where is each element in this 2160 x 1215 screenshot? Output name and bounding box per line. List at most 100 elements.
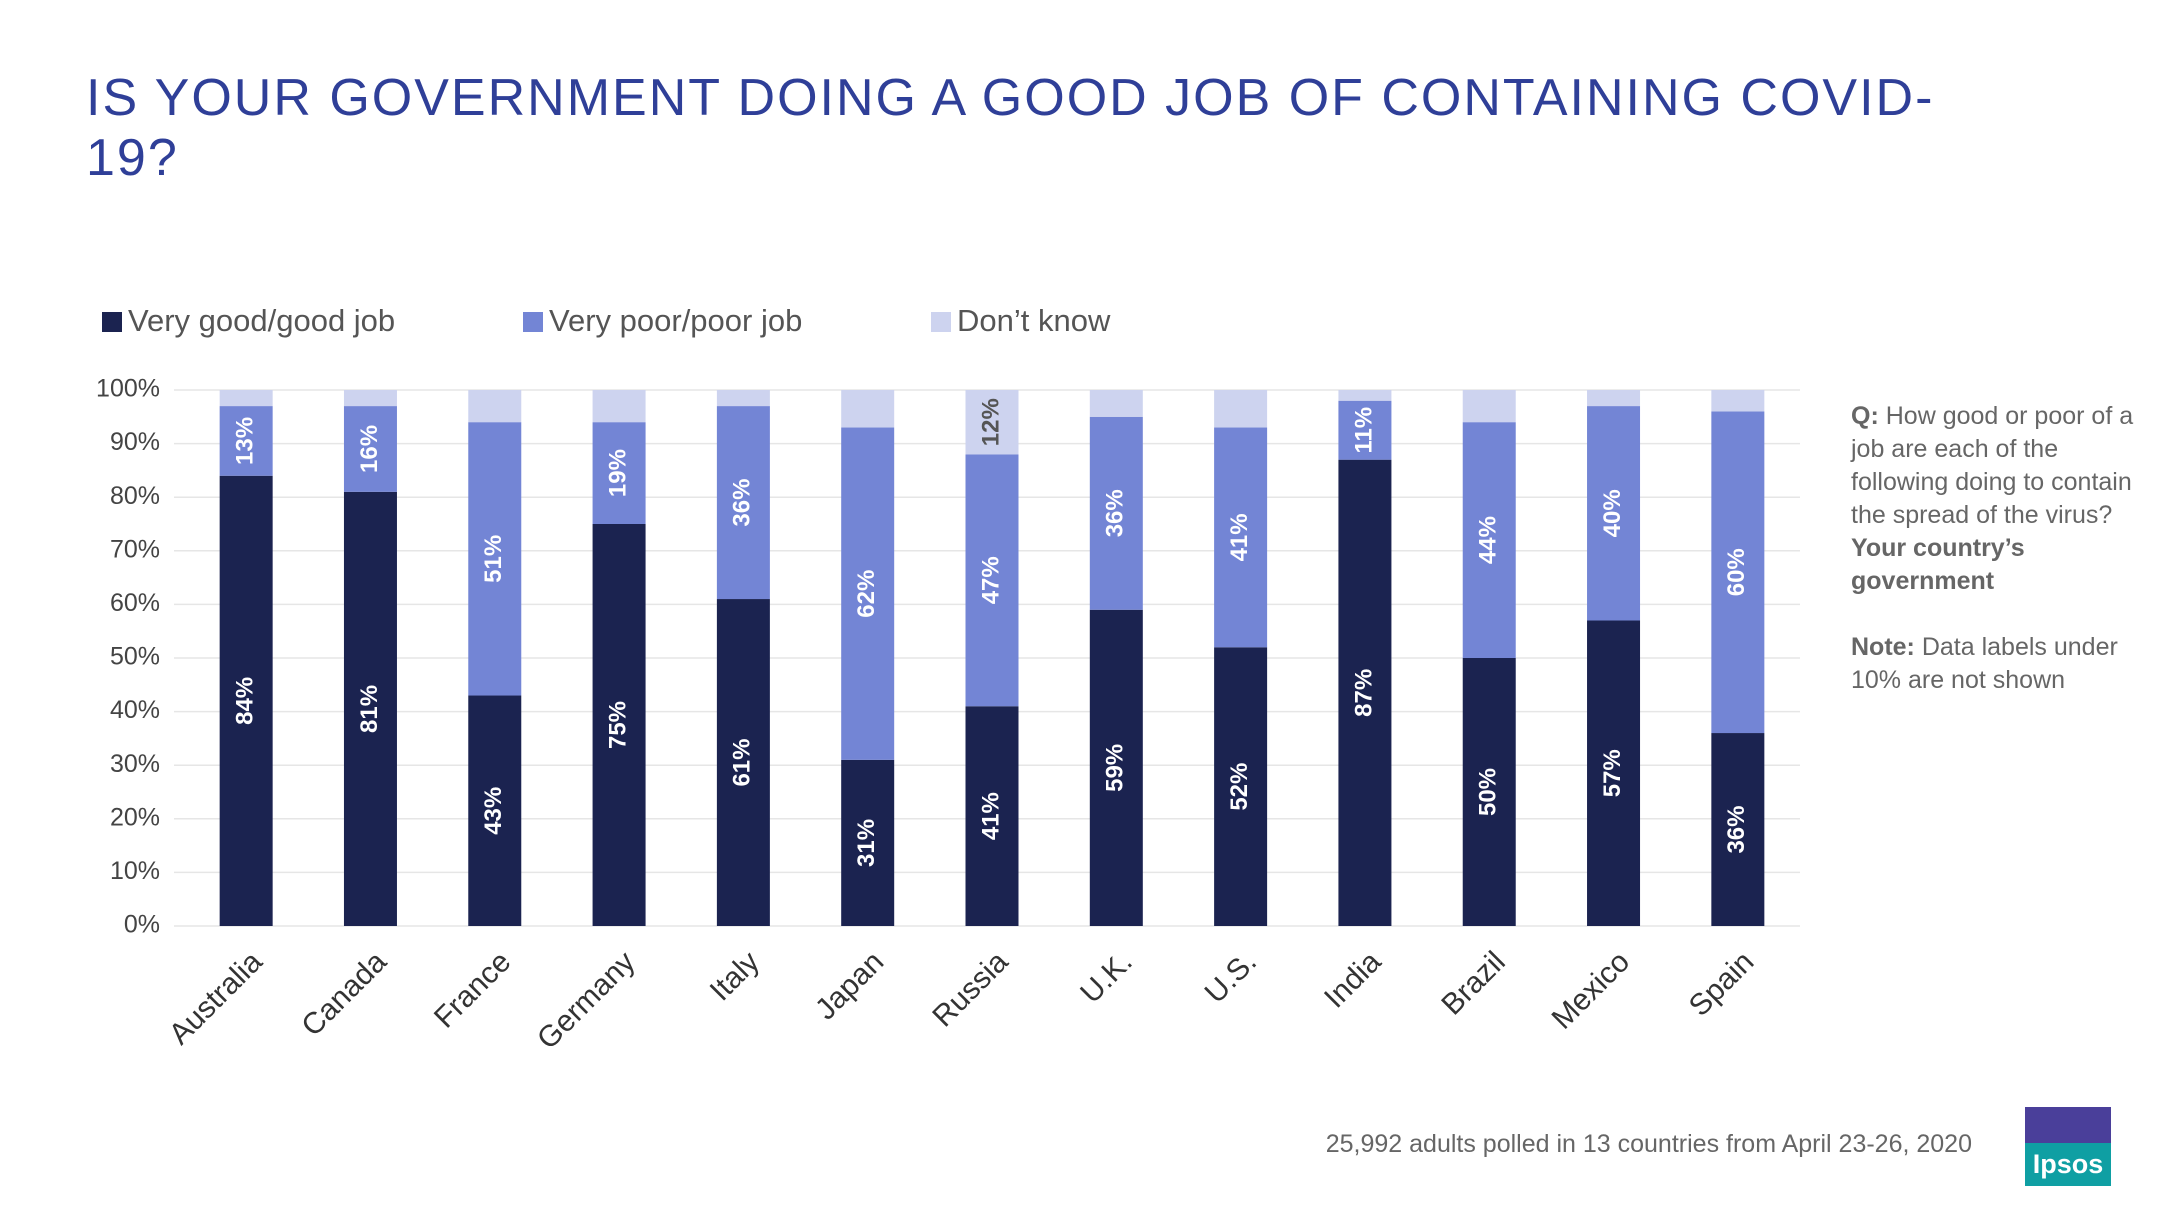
- bar-segment: [1462, 390, 1516, 423]
- note: Note: Data labels under 10% are not show…: [1851, 631, 2136, 697]
- bar-segment: [1214, 647, 1268, 926]
- bar-segment: [343, 390, 397, 407]
- x-tick-label: Germany: [531, 945, 642, 1056]
- question-text: How good or poor of a job are each of th…: [1851, 402, 2134, 529]
- value-label: 36%: [1102, 489, 1129, 537]
- value-label: 31%: [853, 819, 880, 867]
- y-tick-label: 10%: [110, 857, 160, 885]
- y-tick-label: 30%: [110, 750, 160, 778]
- value-label: 87%: [1350, 669, 1377, 717]
- legend-label: Very poor/poor job: [549, 303, 802, 338]
- x-tick-label: Mexico: [1546, 945, 1637, 1036]
- bar-segment: [716, 406, 770, 600]
- bar-segment: [1338, 459, 1392, 926]
- question-label: Q:: [1851, 402, 1879, 430]
- bar-segment: [1338, 400, 1392, 460]
- bar-segment: [1711, 411, 1765, 734]
- y-tick-label: 90%: [110, 428, 160, 456]
- x-tick-label: Australia: [163, 945, 269, 1051]
- value-label: 36%: [1723, 805, 1750, 853]
- source: 25,992 adults polled in 13 countries fro…: [1325, 1130, 1972, 1158]
- y-tick-label: 0%: [124, 911, 160, 939]
- x-tick-label: Spain: [1683, 945, 1761, 1023]
- bar-segment: [468, 695, 522, 926]
- value-label: 60%: [1723, 548, 1750, 596]
- bar-segment: [965, 454, 1019, 707]
- x-tick-label: Russia: [926, 945, 1014, 1033]
- x-tick-label: Japan: [809, 945, 890, 1026]
- value-label: 11%: [1350, 407, 1377, 454]
- y-tick-label: 40%: [110, 696, 160, 724]
- bar-segment: [343, 491, 397, 926]
- value-label: 52%: [1226, 763, 1253, 811]
- bar-segment: [1089, 416, 1143, 610]
- bar-segment: [343, 406, 397, 492]
- value-label: 44%: [1475, 516, 1502, 564]
- value-label: 19%: [604, 449, 631, 497]
- x-tick-label: Canada: [295, 945, 393, 1043]
- bar-segment: [1462, 658, 1516, 926]
- bar-segment: [1711, 733, 1765, 926]
- value-label: 75%: [604, 701, 631, 749]
- question-subject: Your country’s government: [1851, 534, 2025, 595]
- value-label: 36%: [729, 479, 756, 527]
- bar-segment: [1587, 406, 1641, 621]
- x-tick-label: Italy: [704, 945, 766, 1007]
- x-tick-label: France: [428, 945, 517, 1034]
- value-label: 12%: [977, 398, 1004, 446]
- value-label: 13%: [231, 417, 258, 465]
- bar-segment: [841, 427, 895, 760]
- bar-segment: [1338, 390, 1392, 401]
- bar-segment: [219, 390, 273, 407]
- logo-shape: [2025, 1107, 2111, 1143]
- x-tick-label: India: [1318, 945, 1388, 1015]
- value-label: 43%: [480, 787, 507, 835]
- bar-segment: [592, 390, 646, 423]
- bar-segment: [592, 524, 646, 926]
- y-tick-label: 80%: [110, 482, 160, 510]
- value-label: 41%: [977, 792, 1004, 840]
- bar-segment: [1089, 609, 1143, 926]
- bar-segment: [468, 390, 522, 423]
- legend-marker: [102, 312, 122, 332]
- x-tick-label: U.S.: [1199, 945, 1264, 1010]
- side-note: Q: How good or poor of a job are each of…: [1851, 400, 2136, 697]
- x-tick-label: U.K.: [1074, 945, 1139, 1010]
- value-label: 57%: [1599, 749, 1626, 797]
- bar-segment: [1587, 390, 1641, 407]
- chart-title: IS YOUR GOVERNMENT DOING A GOOD JOB OF C…: [86, 69, 1935, 187]
- y-tick-label: 100%: [96, 375, 160, 403]
- x-tick-label: Brazil: [1435, 945, 1511, 1021]
- bar-segment: [1587, 620, 1641, 926]
- y-tick-label: 70%: [110, 535, 160, 563]
- logo-text: Ipsos: [2032, 1149, 2104, 1179]
- legend-marker: [931, 312, 951, 332]
- value-label: 51%: [480, 535, 507, 583]
- legend-label: Don’t know: [957, 303, 1111, 338]
- legend-label: Very good/good job: [128, 303, 395, 338]
- bar-segment: [841, 759, 895, 926]
- bar-segment: [592, 422, 646, 524]
- value-label: 84%: [231, 677, 258, 725]
- value-label: 62%: [853, 570, 880, 618]
- bar-segment: [1089, 390, 1143, 417]
- y-tick-label: 60%: [110, 589, 160, 617]
- bar-segment: [965, 706, 1019, 926]
- value-label: 81%: [356, 685, 383, 733]
- note-text: Data labels under 10% are not shown: [1851, 633, 2118, 694]
- bar-segment: [716, 599, 770, 926]
- value-label: 16%: [356, 425, 383, 473]
- bar-segment: [716, 390, 770, 407]
- value-label: 47%: [977, 556, 1004, 604]
- question: Q: How good or poor of a job are each of…: [1851, 400, 2136, 532]
- value-label: 40%: [1599, 489, 1626, 537]
- bar-segment: [468, 422, 522, 696]
- bar-segment: [1462, 422, 1516, 658]
- bar-segment: [1711, 390, 1765, 412]
- value-label: 61%: [729, 738, 756, 786]
- note-label: Note:: [1851, 633, 1915, 661]
- bar-segment: [219, 406, 273, 476]
- bar-segment: [841, 390, 895, 428]
